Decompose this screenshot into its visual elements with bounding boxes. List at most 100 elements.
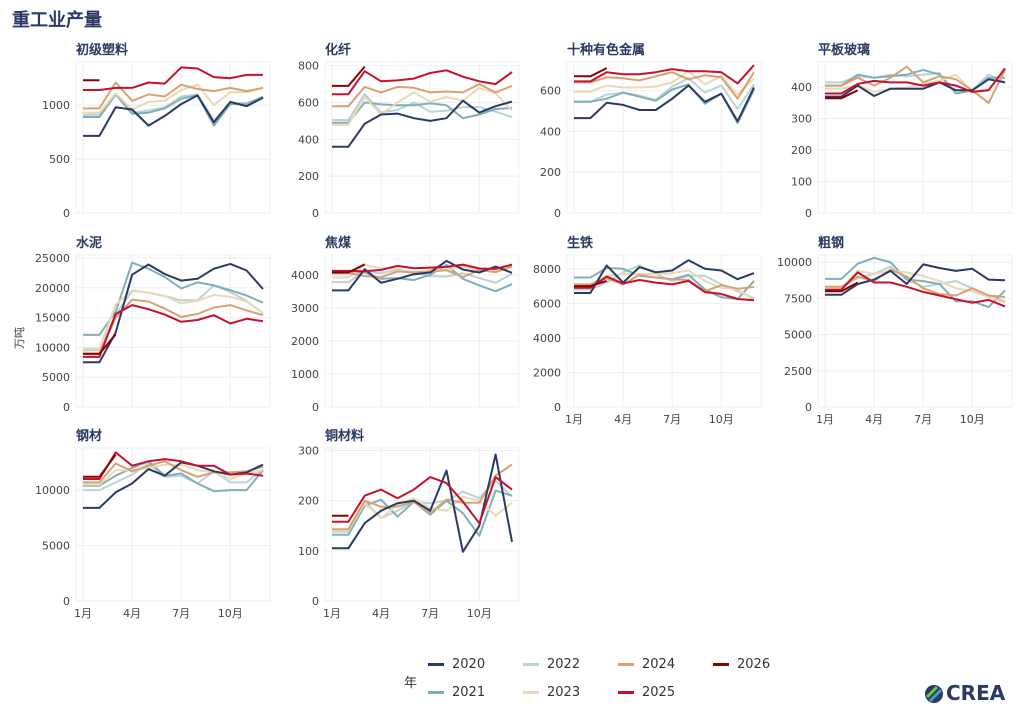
series-line-2022	[83, 462, 264, 492]
x-tick-label: 10月	[467, 607, 492, 620]
plot-area	[817, 254, 1013, 408]
panel-title: 初级塑料	[76, 42, 128, 58]
panel-7: 生铁 0 2000 4000 6000 8000 1月 4月 7月 10月	[533, 235, 762, 426]
y-tick-label: 2000	[291, 335, 319, 348]
y-tick-label: 600	[540, 85, 561, 98]
x-tick-label: 7月	[172, 607, 190, 620]
x-tick-label: 10月	[960, 413, 985, 426]
x-tick-label: 4月	[865, 413, 883, 426]
series-line-2025	[332, 263, 513, 273]
series-line-2025	[825, 271, 1006, 308]
series-line-2020	[825, 263, 1006, 296]
panel-9: 钢材 0 5000 10000 1月 4月 7月 10月	[35, 428, 271, 620]
panel-title: 铜材料	[324, 428, 364, 444]
series-line-2020	[825, 78, 1006, 98]
y-tick-label: 8000	[533, 263, 561, 276]
series-line-2024	[83, 81, 264, 110]
series-line-2024	[574, 71, 755, 100]
series-line-2023	[332, 495, 513, 532]
legend-swatch	[618, 663, 634, 666]
series-line-2025	[332, 476, 513, 525]
panel-title: 粗钢	[818, 235, 844, 251]
panel-1: 初级塑料 0 500 1000	[42, 42, 271, 220]
y-tick-label: 200	[791, 144, 812, 157]
series-line-2025	[574, 64, 755, 85]
legend-item-2021: 2021	[428, 685, 485, 700]
y-tick-label: 100	[298, 545, 319, 558]
y-tick-label: 100	[791, 176, 812, 189]
series-line-2026	[332, 65, 366, 87]
series-line-2025	[825, 67, 1006, 95]
panel-5: 水泥 0 5000 10000 15000 20000 25000	[35, 235, 271, 414]
x-tick-label: 7月	[663, 413, 681, 426]
y-tick-label: 25000	[35, 252, 70, 265]
panel-3: 十种有色金属 0 200 400 600	[540, 42, 762, 220]
legend-swatch	[713, 663, 729, 666]
legend-swatch	[523, 691, 539, 694]
series-line-2025	[83, 66, 263, 91]
y-tick-label: 10000	[35, 484, 70, 497]
y-tick-label: 0	[312, 595, 319, 608]
y-tick-label: 5000	[42, 540, 70, 553]
legend-item-2023: 2023	[523, 685, 580, 700]
y-tick-label: 15000	[35, 312, 70, 325]
y-tick-label: 500	[49, 153, 70, 166]
y-tick-label: 0	[312, 401, 319, 414]
x-tick-label: 4月	[123, 607, 141, 620]
series-line-2023	[574, 269, 755, 301]
y-tick-label: 0	[63, 207, 70, 220]
y-tick-label: 10000	[777, 256, 812, 269]
x-tick-label: 7月	[914, 413, 932, 426]
x-tick-label: 4月	[614, 413, 632, 426]
series-line-2020	[332, 99, 513, 148]
y-tick-label: 0	[63, 595, 70, 608]
legend-label: 2020	[452, 657, 486, 672]
series-line-2023	[83, 289, 264, 350]
y-tick-label: 300	[298, 445, 319, 458]
x-tick-label: 1月	[816, 413, 834, 426]
panel-title: 十种有色金属	[567, 42, 645, 58]
panel-title: 水泥	[76, 235, 102, 251]
legend-item-2024: 2024	[618, 657, 675, 672]
x-tick-label: 1月	[323, 607, 341, 620]
y-tick-label: 200	[298, 495, 319, 508]
y-tick-label: 300	[791, 113, 812, 126]
series-line-2021	[83, 460, 264, 493]
series-line-2020	[574, 259, 755, 294]
y-tick-label: 2000	[533, 366, 561, 379]
series-line-2026	[825, 281, 859, 293]
y-tick-label: 1000	[291, 368, 319, 381]
legend-item-2026: 2026	[713, 657, 770, 672]
series-line-2024	[332, 463, 513, 531]
y-tick-label: 800	[298, 60, 319, 73]
y-tick-label: 400	[791, 81, 812, 94]
y-tick-label: 0	[805, 207, 812, 220]
legend-label: 2024	[642, 657, 676, 672]
series-line-2024	[332, 83, 513, 108]
series-line-2021	[83, 261, 264, 336]
y-tick-label: 7500	[784, 292, 812, 305]
legend-swatch	[523, 663, 539, 666]
x-tick-label: 1月	[565, 413, 583, 426]
series-line-2021	[332, 101, 513, 124]
series-line-2026	[574, 67, 608, 78]
series-line-2022	[574, 77, 755, 110]
plot-area	[324, 447, 520, 602]
panel-4: 平板玻璃 0 100 200 300 400	[791, 42, 1013, 220]
panel-title: 化纤	[325, 42, 351, 58]
legend-label: 2025	[642, 685, 676, 700]
y-tick-label: 1000	[42, 99, 70, 112]
panel-6: 焦煤 0 1000 2000 3000 4000	[291, 235, 520, 414]
series-line-2023	[83, 463, 264, 486]
legend-swatch	[428, 663, 444, 666]
y-tick-label: 0	[554, 207, 561, 220]
series-line-2026	[83, 333, 117, 355]
chart-title: 重工业产量	[12, 10, 102, 31]
y-tick-label: 20000	[35, 282, 70, 295]
y-tick-label: 2500	[784, 365, 812, 378]
panel-title: 平板玻璃	[818, 42, 870, 58]
series-line-2026	[332, 263, 366, 274]
panel-title: 钢材	[76, 428, 102, 444]
x-tick-label: 10月	[709, 413, 734, 426]
